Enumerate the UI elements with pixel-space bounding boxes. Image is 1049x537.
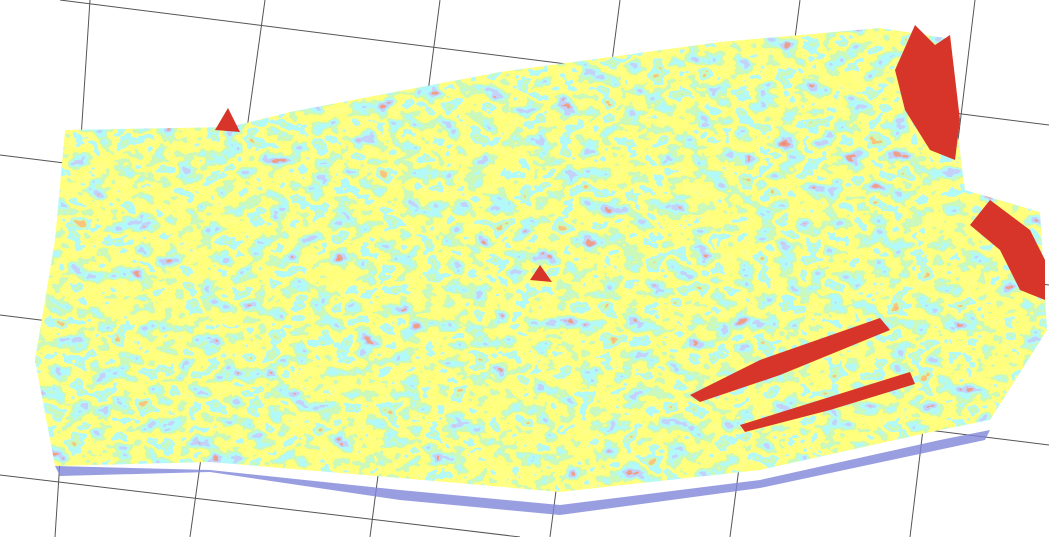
page — [0, 0, 1049, 537]
peak — [215, 108, 240, 132]
surface-view — [0, 0, 1049, 537]
grid-line — [0, 475, 520, 537]
